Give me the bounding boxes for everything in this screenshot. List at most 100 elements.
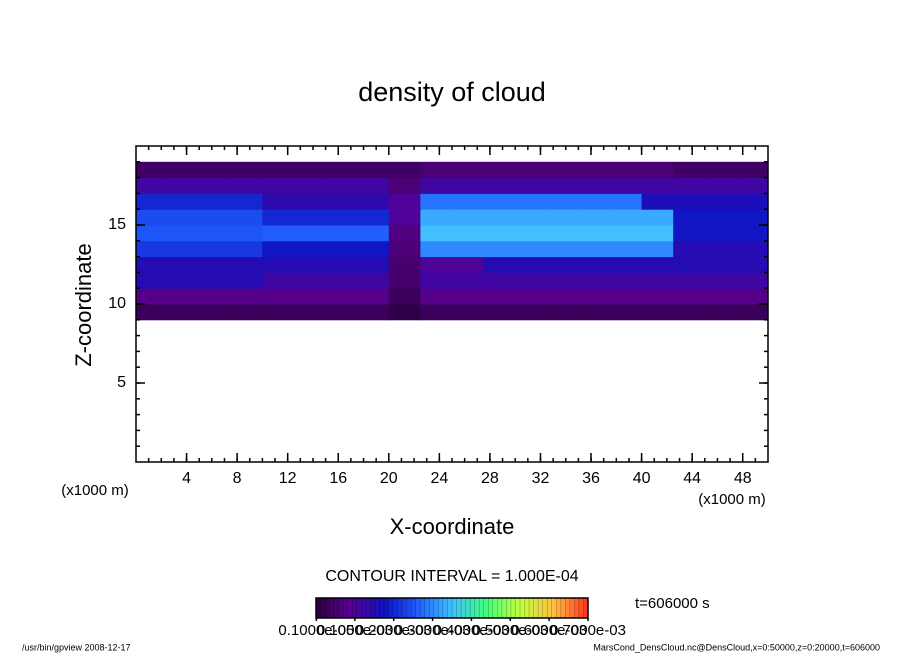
density-cell (357, 177, 390, 194)
density-cell (262, 193, 295, 210)
colorbar-swatch (411, 598, 417, 618)
x-tick-label: 20 (380, 470, 398, 487)
density-cell (483, 256, 516, 273)
colorbar-swatch (397, 598, 403, 618)
density-cell (673, 256, 706, 273)
density-cell (388, 288, 421, 305)
density-cell (673, 240, 706, 258)
density-cell (357, 240, 390, 258)
colorbar-swatch (556, 598, 562, 618)
density-cell (546, 177, 579, 194)
density-cell (515, 161, 548, 179)
density-cell (420, 304, 453, 321)
colorbar-swatch (538, 598, 544, 618)
density-cell (483, 304, 516, 321)
colorbar-swatch (560, 598, 566, 618)
y-tick-label: 10 (108, 295, 126, 312)
density-cell (610, 240, 643, 258)
colorbar-swatch (452, 598, 458, 618)
density-cell (230, 161, 263, 179)
colorbar-swatch (424, 598, 430, 618)
density-cell (610, 177, 643, 194)
density-cell (578, 256, 611, 273)
colorbar-swatch (524, 598, 530, 618)
density-cell (325, 304, 358, 321)
density-cell (483, 177, 516, 194)
density-cell (483, 272, 516, 289)
density-cell (610, 304, 643, 321)
density-cell (736, 177, 769, 194)
density-cell (230, 304, 263, 321)
colorbar-swatch (338, 598, 344, 618)
colorbar-swatch (442, 598, 448, 618)
colorbar-swatch (515, 598, 521, 618)
density-cell (136, 225, 169, 242)
density-cell (641, 193, 674, 210)
x-tick-label: 40 (633, 470, 651, 487)
colorbar-swatch (465, 598, 471, 618)
colorbar-swatch (365, 598, 371, 618)
time-label: t=606000 s (635, 595, 710, 612)
density-cell (452, 209, 485, 226)
footer-left: /usr/bin/gpview 2008-12-17 (22, 642, 131, 652)
density-cell (704, 272, 737, 289)
x-tick-label: 36 (582, 470, 600, 487)
density-cell (199, 193, 232, 210)
density-cell (578, 193, 611, 210)
density-cell (673, 209, 706, 226)
colorbar-swatch (497, 598, 503, 618)
colorbar-swatch (438, 598, 444, 618)
density-cell (610, 161, 643, 179)
density-cell (704, 209, 737, 226)
chart-title: density of cloud (358, 77, 546, 107)
density-cell (736, 240, 769, 258)
density-cell (294, 177, 327, 194)
density-cell (546, 256, 579, 273)
colorbar-swatch (415, 598, 421, 618)
density-cell (673, 193, 706, 210)
density-cell (230, 177, 263, 194)
colorbar-frame (315, 597, 589, 619)
density-cell (388, 272, 421, 289)
density-cell (199, 240, 232, 258)
density-cell (641, 288, 674, 305)
density-cell (578, 304, 611, 321)
colorbar-swatch (569, 598, 575, 618)
density-cell (578, 288, 611, 305)
density-cell (483, 288, 516, 305)
density-cell (641, 161, 674, 179)
density-cell (388, 225, 421, 242)
density-cell (515, 177, 548, 194)
density-cell (325, 288, 358, 305)
x-tick-label: 28 (481, 470, 499, 487)
colorbar-swatch (388, 598, 394, 618)
density-cell (610, 256, 643, 273)
colorbar-swatch (474, 598, 480, 618)
density-cell (136, 177, 169, 194)
density-cell (736, 193, 769, 210)
colorbar-swatch (402, 598, 408, 618)
x-unit: (x1000 m) (698, 491, 766, 508)
density-cell (420, 193, 453, 210)
density-cell (610, 209, 643, 226)
density-cell (136, 288, 169, 305)
density-cell (325, 209, 358, 226)
colorbar-swatch (384, 598, 390, 618)
density-cell (483, 240, 516, 258)
density-cell (388, 209, 421, 226)
density-cell (578, 240, 611, 258)
density-cell (736, 304, 769, 321)
density-cell (199, 209, 232, 226)
density-cell (578, 209, 611, 226)
density-cell (610, 225, 643, 242)
colorbar-swatch (547, 598, 553, 618)
density-cell (262, 304, 295, 321)
density-cell (452, 225, 485, 242)
density-cell (420, 161, 453, 179)
x-tick-label: 16 (329, 470, 347, 487)
density-cell (546, 161, 579, 179)
density-cell (452, 177, 485, 194)
density-cell (515, 256, 548, 273)
density-cell (452, 288, 485, 305)
density-cell (704, 256, 737, 273)
